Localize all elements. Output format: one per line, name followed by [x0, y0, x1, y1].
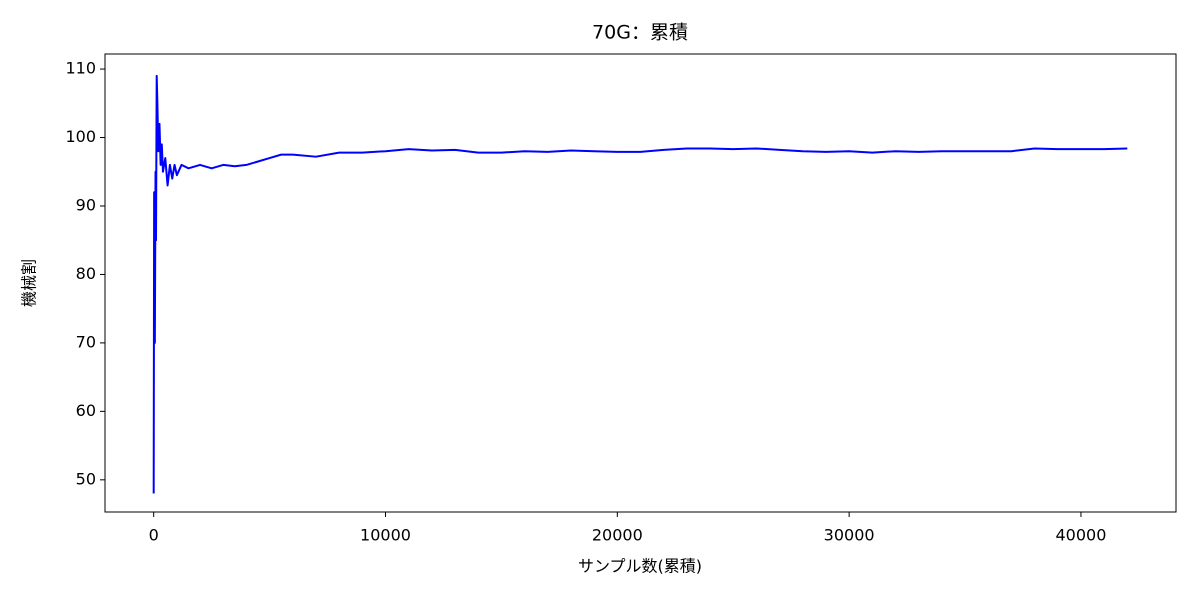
y-tick-label: 60: [76, 401, 96, 420]
y-tick-label: 70: [76, 332, 96, 351]
data-line: [152, 74, 1128, 494]
plot-frame: [104, 53, 1177, 513]
x-tick-label: 20000: [592, 526, 643, 545]
y-tick-label: 80: [76, 264, 96, 283]
x-tick-label: 30000: [824, 526, 875, 545]
y-tick-label: 90: [76, 195, 96, 214]
x-tick-label: 40000: [1056, 526, 1107, 545]
x-tick-label: 10000: [360, 526, 411, 545]
chart-title: 70G：累積: [592, 22, 688, 44]
x-axis-label: サンプル数(累積): [578, 557, 702, 576]
y-tick-label: 110: [65, 59, 96, 78]
y-tick-label: 50: [76, 469, 96, 488]
y-tick-label: 100: [65, 127, 96, 146]
x-tick-label: 0: [149, 526, 159, 545]
y-axis-label: 機械割: [20, 259, 39, 307]
